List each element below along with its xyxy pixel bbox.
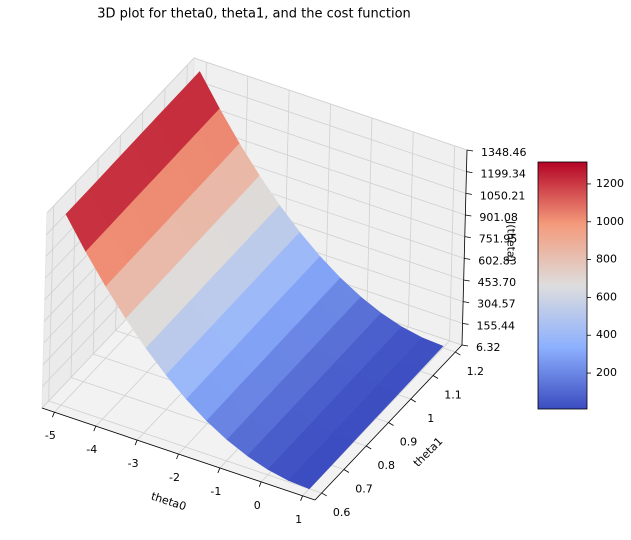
tick-mark [463,279,470,282]
z-tick-label: 453.70 [478,276,516,289]
z-tick-label: 155.44 [477,319,516,332]
tick-mark [464,236,471,239]
tick-mark [388,422,394,426]
z-axis-label: J(theta) [505,220,518,262]
tick-mark [410,398,416,403]
colorbar-tick-label: 1200 [596,177,624,190]
tick-mark [466,171,473,174]
colorbar [537,161,588,410]
tick-mark [366,445,372,450]
x-tick-label: 0 [254,499,261,512]
y-tick-label: 0.6 [333,506,351,519]
tick-mark [258,481,262,488]
tick-mark [176,453,179,460]
grid-line [193,79,467,173]
x-tick-label: 1 [295,513,302,526]
colorbar-tick-label: 400 [596,328,617,341]
colorbar-tick-label: 800 [596,253,617,266]
surface-patch [288,456,333,490]
colorbar-tick-label: 200 [596,366,617,379]
z-tick-label: 304.57 [477,298,516,311]
grid-line [366,117,373,313]
tick-mark [93,425,97,432]
grid-line [48,400,322,494]
tick-mark [465,192,472,195]
y-tick-label: 1 [427,412,434,425]
tick-mark [52,412,55,418]
tick-mark [300,495,303,501]
tick-mark [461,344,469,347]
tick-mark [343,469,350,473]
y-tick-label: 0.9 [400,436,418,449]
tick-mark [321,492,327,497]
grid-line [192,100,467,194]
x-axis-label: theta0 [149,490,187,514]
tick-mark [432,375,439,379]
x-tick-label: -2 [169,471,180,484]
z-axis [461,149,468,346]
grid-line [449,145,455,341]
tick-mark [134,439,138,446]
y-tick-label: 0.8 [377,459,395,472]
grid-line [193,57,468,151]
z-tick-label: 751.95 [479,233,518,246]
z-tick-label: 6.32 [476,341,501,354]
z-tick-label: 1199.34 [480,168,526,181]
x-axis [41,407,316,501]
grid-line [407,131,414,327]
z-tick-label: 1348.46 [481,146,527,159]
x-tick-label: -5 [45,429,56,442]
x-tick-label: -4 [86,443,97,456]
y-tick-label: 1.1 [444,389,462,402]
y-axis [314,344,463,501]
chart-title: 3D plot for theta0, theta1, and the cost… [97,7,411,22]
tick-mark [455,351,461,356]
y-tick-label: 0.7 [355,482,373,495]
tick-mark [462,322,469,325]
grid-line [192,122,466,216]
z-tick-label: 1050.21 [480,189,526,202]
colorbar-tick-label: 1000 [596,215,624,228]
tick-mark [466,149,474,152]
x-tick-label: -3 [128,457,139,470]
grid-line [46,57,195,214]
z-tick-label: 901.08 [479,211,518,224]
x-tick-label: -1 [210,485,221,498]
colorbar-tick-label: 600 [596,290,617,303]
tick-mark [465,214,472,217]
z-tick-label: 602.83 [478,254,517,267]
tick-mark [217,467,221,474]
tick-mark [463,301,470,304]
y-tick-label: 1.2 [467,365,485,378]
grid-line [48,205,55,401]
tick-mark [464,257,471,260]
